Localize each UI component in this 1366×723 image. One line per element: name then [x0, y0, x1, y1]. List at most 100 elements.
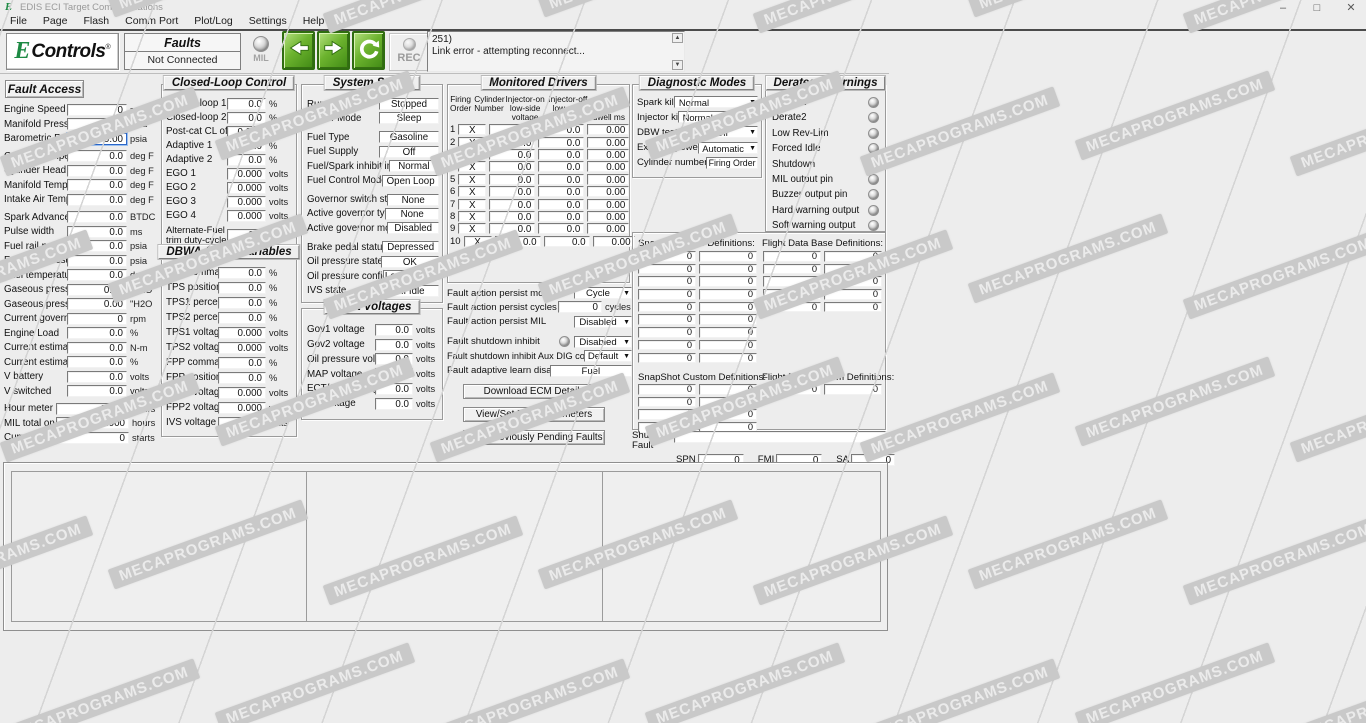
- definition-field[interactable]: 0: [699, 327, 757, 338]
- field-value[interactable]: 0.0: [67, 254, 127, 267]
- definition-field[interactable]: 0: [638, 384, 696, 395]
- minimize-button[interactable]: –: [1279, 2, 1287, 14]
- definition-field[interactable]: 0: [824, 384, 882, 395]
- spark-dwell-cell[interactable]: 0.00: [587, 186, 630, 198]
- field-value[interactable]: 0.000: [227, 181, 266, 194]
- cylinder-number-cell[interactable]: X: [458, 173, 487, 186]
- state-value[interactable]: Stopped: [379, 98, 439, 110]
- definition-field[interactable]: 0: [699, 263, 757, 275]
- field-value[interactable]: 0: [67, 312, 127, 325]
- injector-off-voltage-cell[interactable]: 0.0: [538, 161, 585, 173]
- state-value[interactable]: None: [385, 207, 439, 220]
- field-value[interactable]: 0.0: [67, 385, 127, 398]
- field-value[interactable]: 0.000: [218, 401, 266, 414]
- field-value[interactable]: 0.00: [67, 132, 127, 145]
- spark-dwell-cell[interactable]: 0.00: [587, 223, 630, 235]
- menu-item[interactable]: File: [10, 15, 27, 27]
- field-value[interactable]: 0.0: [67, 225, 127, 238]
- aux-dig-dropdown[interactable]: Default ▼: [584, 350, 632, 363]
- field-value[interactable]: 0.0: [218, 281, 266, 294]
- field-value[interactable]: 0.000: [227, 125, 266, 138]
- field-value[interactable]: 0.0: [375, 338, 413, 351]
- injector-off-voltage-cell[interactable]: 0.0: [538, 186, 585, 198]
- cylinder-number-cell[interactable]: X: [458, 149, 487, 161]
- spark-dwell-cell[interactable]: 0.00: [587, 136, 630, 149]
- diagnostic-dropdown[interactable]: Off ▼: [696, 126, 758, 139]
- field-value[interactable]: 0.0: [227, 139, 266, 152]
- state-value[interactable]: None: [387, 193, 439, 206]
- definition-field[interactable]: 0: [638, 314, 696, 325]
- maximize-button[interactable]: □: [1313, 2, 1321, 14]
- cylinder-number-cell[interactable]: X: [458, 124, 487, 136]
- injector-off-voltage-cell[interactable]: 0.0: [543, 235, 590, 248]
- state-value[interactable]: Open Loop: [382, 174, 439, 187]
- shutdown-fault-field[interactable]: [674, 431, 886, 443]
- field-value[interactable]: 0.0: [67, 327, 127, 340]
- spark-dwell-cell[interactable]: 0.00: [587, 161, 630, 173]
- state-value[interactable]: Sleep: [379, 112, 439, 125]
- definition-field[interactable]: 0: [699, 409, 757, 420]
- definition-field[interactable]: 0: [763, 301, 821, 313]
- field-value[interactable]: 0.0: [375, 368, 413, 381]
- forward-button[interactable]: [317, 31, 350, 70]
- scroll-down-icon[interactable]: ▼: [672, 60, 683, 70]
- definition-field[interactable]: 0: [824, 289, 882, 300]
- definition-field[interactable]: 0: [699, 301, 757, 313]
- injector-off-voltage-cell[interactable]: 0.0: [538, 211, 585, 223]
- injector-on-voltage-cell[interactable]: 0.0: [489, 136, 536, 149]
- field-value[interactable]: 0.0: [67, 341, 127, 354]
- field-value[interactable]: 0.000: [218, 416, 266, 429]
- injector-off-voltage-cell[interactable]: 0.0: [538, 149, 585, 161]
- menu-item[interactable]: Page: [42, 15, 68, 27]
- injector-off-voltage-cell[interactable]: 0.0: [538, 124, 585, 136]
- spark-dwell-cell[interactable]: 0.00: [592, 235, 635, 248]
- definition-field[interactable]: 0: [699, 352, 757, 363]
- menu-item[interactable]: Help: [302, 15, 325, 27]
- field-value[interactable]: 0.0: [218, 311, 266, 324]
- field-value[interactable]: 0.0: [227, 153, 266, 166]
- field-value[interactable]: 0.0: [375, 323, 413, 336]
- definition-field[interactable]: 0: [638, 409, 696, 420]
- diagnostic-dropdown[interactable]: Automatic ▼: [698, 141, 758, 154]
- cylinder-number-cell[interactable]: X: [458, 198, 487, 211]
- field-value[interactable]: 0.000: [227, 195, 266, 208]
- state-value[interactable]: OK: [380, 255, 439, 268]
- cylinder-number-cell[interactable]: X: [458, 186, 487, 198]
- definition-field[interactable]: 0: [638, 301, 696, 313]
- field-value[interactable]: 0.0: [67, 193, 127, 206]
- download-ecm-details-button[interactable]: Download ECM Details: [463, 383, 605, 399]
- menu-item[interactable]: Settings: [248, 15, 287, 27]
- definition-field[interactable]: 0: [824, 301, 882, 313]
- field-value[interactable]: 0.0: [67, 356, 127, 369]
- injector-on-voltage-cell[interactable]: 0.0: [489, 223, 536, 235]
- definition-field[interactable]: 0: [699, 339, 757, 351]
- close-button[interactable]: ✕: [1346, 2, 1356, 14]
- spark-dwell-cell[interactable]: 0.00: [587, 198, 630, 211]
- spark-dwell-cell[interactable]: 0.00: [587, 173, 630, 186]
- refresh-button[interactable]: [352, 31, 385, 70]
- cylinder-number-cell[interactable]: X: [458, 161, 487, 173]
- view-set-fault-parameters-button[interactable]: View/Set Fault Parameters: [463, 406, 605, 422]
- field-value[interactable]: 0.0: [227, 111, 266, 124]
- field-value[interactable]: 0.000: [227, 209, 266, 222]
- definition-field[interactable]: 0: [638, 263, 696, 275]
- state-value[interactable]: Off: [379, 145, 439, 158]
- scroll-up-icon[interactable]: ▲: [672, 33, 683, 43]
- injector-on-voltage-cell[interactable]: 0.0: [489, 173, 536, 186]
- injector-off-voltage-cell[interactable]: 0.0: [538, 173, 585, 186]
- cylinder-number-cell[interactable]: X: [458, 223, 487, 235]
- message-scrollbar[interactable]: ▲ ▼: [671, 33, 683, 70]
- field-value[interactable]: 0.0: [375, 382, 413, 395]
- definition-field[interactable]: 0: [638, 251, 696, 262]
- injector-off-voltage-cell[interactable]: 0.0: [538, 198, 585, 211]
- injector-on-voltage-cell[interactable]: 0.0: [494, 235, 541, 248]
- spark-dwell-cell[interactable]: 0.00: [587, 211, 630, 223]
- definition-field[interactable]: 0: [638, 327, 696, 338]
- field-value[interactable]: 0.0: [67, 150, 127, 163]
- definition-field[interactable]: 0: [699, 289, 757, 300]
- diagnostic-dropdown[interactable]: Normal ▼: [673, 96, 758, 108]
- field-value[interactable]: 0.0: [227, 97, 266, 110]
- diagnostic-dropdown[interactable]: Normal ▼: [677, 111, 758, 124]
- menu-item[interactable]: Comm Port: [125, 15, 179, 27]
- menu-item[interactable]: Plot/Log: [194, 15, 233, 27]
